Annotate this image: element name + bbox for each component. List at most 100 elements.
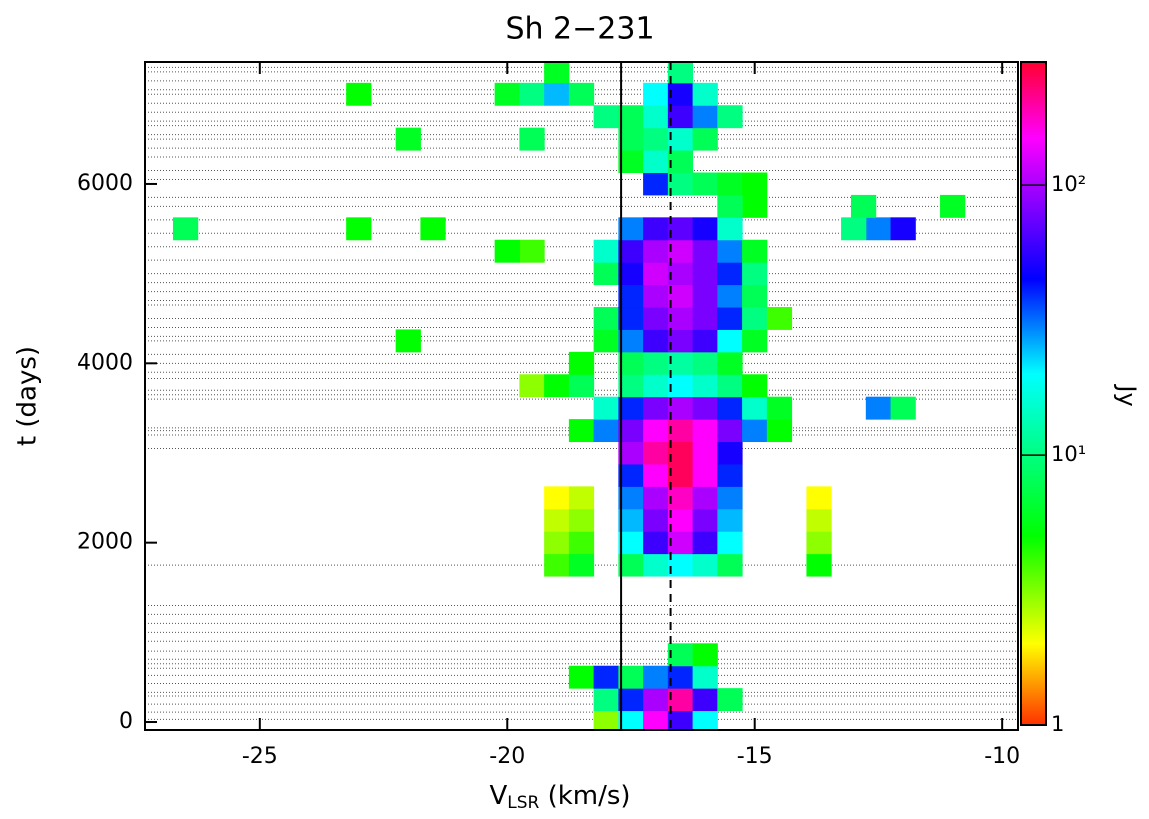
cell [667,217,694,241]
cell [395,127,421,151]
cell [692,710,718,730]
colorbar-tick-label: 1 [1051,712,1064,736]
cell [692,374,718,398]
cell [667,62,694,84]
colorbar-tick-label: 10² [1051,172,1086,196]
cell [717,194,743,218]
cell [544,531,570,555]
y-tick-label: 6000 [77,171,133,196]
cell [717,486,743,510]
cell [940,194,966,218]
cell [717,374,743,398]
cell [618,553,644,577]
cell [667,486,694,510]
cell [519,82,545,106]
y-tick-label: 0 [119,709,133,734]
cell [643,127,669,151]
cell [742,284,768,308]
cell [618,531,644,555]
cell [667,688,694,712]
cell [667,419,694,443]
cell [593,665,619,689]
cell [692,463,718,487]
cell [692,82,718,106]
cell [618,508,644,532]
cell [643,307,669,330]
cell [742,307,768,330]
cell [841,217,867,241]
cell [667,307,694,330]
y-tick-label: 4000 [77,350,133,375]
cell [618,284,644,308]
cell [618,307,644,330]
cell [643,374,669,398]
cell [692,441,718,465]
cell [618,486,644,510]
cell [667,329,694,353]
cell [717,262,743,286]
cell [618,262,644,286]
cell [643,710,669,730]
cell [519,239,545,263]
cell [717,351,743,375]
cell [346,217,372,241]
cell [568,531,595,555]
cell [692,239,718,263]
cell [692,396,718,420]
cell [667,105,694,129]
cell [717,553,743,577]
cell [806,508,832,532]
cell [568,419,595,443]
cell [717,105,743,129]
cell [692,419,718,443]
cell [692,508,718,532]
x-tick-label: -20 [489,744,525,769]
cell [593,396,619,420]
x-axis-label: VLSR (km/s) [489,781,630,814]
cell [692,284,718,308]
cell [742,396,768,420]
cell [643,284,669,308]
cell [544,374,570,398]
cell [667,441,694,465]
cell [692,665,718,689]
cell [890,396,916,420]
cell [890,217,916,241]
cell [692,531,718,555]
cell [643,150,669,174]
cell [643,508,669,532]
cell [667,82,694,106]
cell [667,127,694,151]
cell [742,194,768,218]
cell [494,82,520,106]
cell [717,307,743,330]
cell [692,553,718,577]
cell [618,329,644,353]
cell [667,172,694,196]
y-tick-label: 2000 [77,530,133,555]
x-tick-label: -10 [984,744,1020,769]
cell [806,486,832,510]
cell [593,710,619,730]
cell [618,239,644,263]
cell [742,239,768,263]
cell [643,329,669,353]
cell [593,307,619,330]
cell [717,329,743,353]
cell [643,217,669,241]
cell [618,396,644,420]
cell [717,284,743,308]
cell [667,531,694,555]
cell [618,127,644,151]
cell [568,486,595,510]
cell [667,553,694,577]
cell [667,508,694,532]
colorbar [1020,61,1047,726]
cell [544,486,570,510]
cell [568,351,595,375]
cell [346,82,372,106]
cell [618,688,644,712]
cell [692,329,718,353]
cell [717,419,743,443]
cell [717,239,743,263]
